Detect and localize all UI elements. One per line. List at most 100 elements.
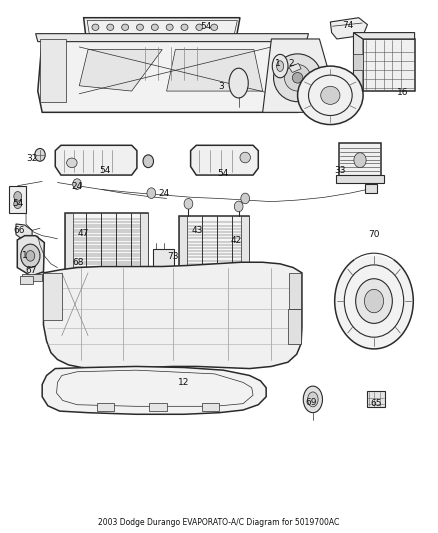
Bar (365, 183, 378, 193)
Text: 42: 42 (231, 237, 242, 246)
Polygon shape (289, 273, 301, 309)
Ellipse shape (240, 152, 251, 163)
Ellipse shape (107, 24, 114, 30)
Polygon shape (16, 224, 32, 241)
Bar (10, 185, 26, 213)
Text: 43: 43 (191, 226, 203, 235)
Text: 73: 73 (167, 253, 179, 261)
Bar (20, 276, 33, 284)
Ellipse shape (277, 61, 284, 71)
Ellipse shape (166, 24, 173, 30)
Polygon shape (17, 236, 44, 276)
Polygon shape (353, 33, 415, 39)
Bar (65, 213, 73, 272)
Bar (276, 39, 302, 102)
Ellipse shape (211, 24, 218, 30)
Text: 69: 69 (306, 398, 317, 407)
Text: 24: 24 (159, 189, 170, 198)
Ellipse shape (35, 149, 45, 161)
Bar (152, 249, 173, 271)
Text: 74: 74 (342, 21, 353, 30)
Bar (353, 54, 363, 70)
Ellipse shape (307, 392, 318, 407)
Ellipse shape (196, 24, 203, 30)
Text: 33: 33 (335, 166, 346, 175)
Ellipse shape (14, 191, 21, 201)
Bar (179, 216, 249, 272)
Ellipse shape (122, 24, 129, 30)
Polygon shape (43, 262, 302, 368)
Ellipse shape (181, 24, 188, 30)
Polygon shape (43, 273, 62, 320)
Ellipse shape (151, 24, 158, 30)
Ellipse shape (92, 24, 99, 30)
Text: 66: 66 (13, 226, 25, 235)
Ellipse shape (356, 279, 392, 324)
Polygon shape (289, 63, 301, 72)
Text: 54: 54 (99, 166, 110, 175)
Text: 2: 2 (288, 59, 294, 68)
Ellipse shape (143, 155, 153, 167)
Bar (363, 39, 415, 91)
Text: 16: 16 (397, 87, 408, 96)
Text: 3: 3 (218, 82, 224, 91)
Polygon shape (288, 309, 301, 344)
Ellipse shape (292, 72, 303, 83)
Bar (336, 174, 384, 182)
Bar (141, 213, 148, 272)
Text: 67: 67 (25, 266, 37, 275)
Bar (367, 391, 385, 407)
Text: 54: 54 (200, 22, 212, 31)
Ellipse shape (73, 179, 81, 189)
Ellipse shape (78, 255, 89, 267)
Text: 65: 65 (371, 399, 382, 408)
Text: 68: 68 (73, 258, 84, 266)
Bar (40, 39, 66, 102)
Text: 70: 70 (368, 230, 380, 239)
Bar (97, 403, 114, 411)
Ellipse shape (67, 158, 77, 167)
Text: 24: 24 (71, 182, 83, 191)
Text: 12: 12 (177, 378, 189, 387)
Bar (339, 143, 381, 177)
Ellipse shape (321, 86, 340, 104)
Ellipse shape (274, 54, 321, 102)
Ellipse shape (364, 289, 384, 313)
Text: 1: 1 (275, 59, 281, 68)
Ellipse shape (14, 199, 21, 208)
Ellipse shape (137, 24, 144, 30)
Ellipse shape (229, 68, 248, 98)
Bar (241, 216, 249, 272)
Polygon shape (21, 274, 42, 281)
Text: 54: 54 (12, 199, 24, 208)
Polygon shape (55, 146, 137, 175)
Text: 54: 54 (217, 169, 228, 178)
Polygon shape (330, 18, 367, 39)
Ellipse shape (297, 66, 363, 125)
Polygon shape (353, 33, 363, 91)
Polygon shape (35, 34, 308, 42)
Text: 2003 Dodge Durango EVAPORATO-A/C Diagram for 5019700AC: 2003 Dodge Durango EVAPORATO-A/C Diagram… (99, 518, 339, 527)
Text: 47: 47 (78, 229, 89, 238)
Polygon shape (84, 18, 240, 37)
Bar (201, 403, 219, 411)
Ellipse shape (147, 188, 155, 198)
Polygon shape (38, 39, 306, 112)
Ellipse shape (21, 244, 40, 268)
Ellipse shape (234, 201, 243, 212)
Polygon shape (42, 367, 266, 414)
Ellipse shape (241, 193, 250, 204)
Ellipse shape (354, 153, 366, 167)
Ellipse shape (303, 386, 322, 413)
Text: 1: 1 (22, 252, 28, 260)
Ellipse shape (184, 198, 193, 209)
Bar (65, 213, 148, 272)
Text: 32: 32 (26, 154, 38, 163)
Polygon shape (79, 50, 162, 91)
Bar (179, 216, 187, 272)
Polygon shape (191, 146, 258, 175)
Ellipse shape (285, 64, 311, 91)
Bar (149, 403, 166, 411)
Ellipse shape (272, 54, 288, 78)
Polygon shape (166, 50, 263, 91)
